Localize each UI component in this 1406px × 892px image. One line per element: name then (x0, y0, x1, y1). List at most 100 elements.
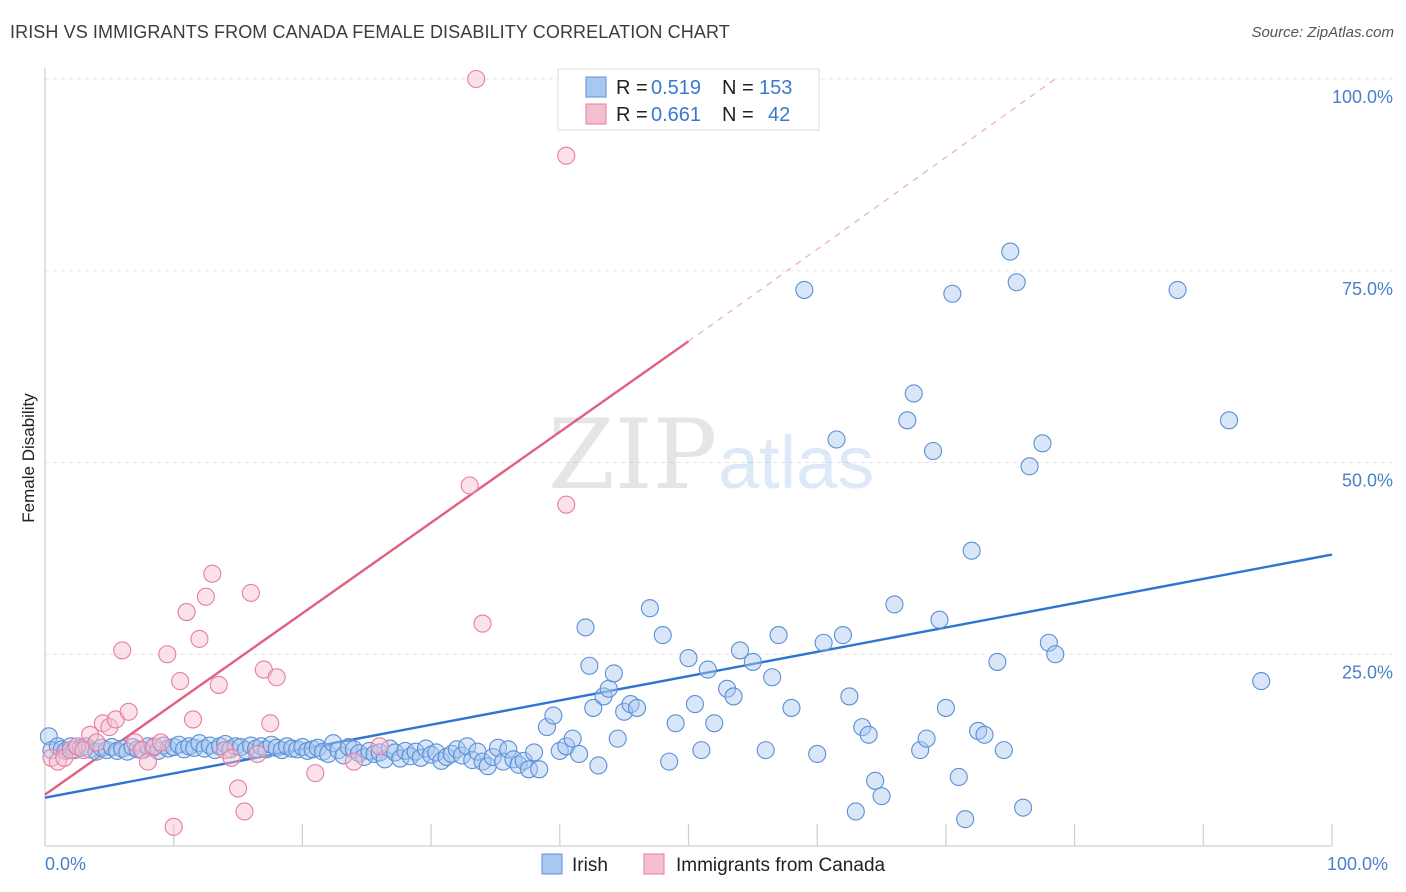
legend-bottom: Irish Immigrants from Canada (541, 853, 886, 876)
irish-data-point (519, 760, 538, 779)
irish-data-point (660, 752, 679, 771)
irish-data-point (589, 756, 608, 775)
irish-data-point (97, 741, 116, 760)
irish-data-point (666, 714, 685, 733)
irish-data-point (705, 714, 724, 733)
x-ticks (173, 824, 1333, 846)
irish-data-point (718, 679, 737, 698)
irish-data-point (458, 737, 477, 756)
canada-data-point (190, 629, 209, 648)
watermark: ZIP atlas (548, 399, 874, 511)
chart-title: IRISH VS IMMIGRANTS FROM CANADA FEMALE D… (10, 22, 730, 42)
irish-trend-line (44, 553, 1333, 799)
irish-data-point (1039, 633, 1058, 652)
canada-data-point (55, 748, 74, 767)
canada-data-point (460, 476, 479, 495)
irish-data-point (525, 743, 544, 762)
legend-top: R = 0.519 N = 153 R = 0.661 N = 42 (557, 68, 820, 131)
canada-data-point (261, 714, 280, 733)
irish-data-point (39, 727, 58, 746)
canada-data-point (557, 495, 576, 514)
irish-data-point (866, 771, 885, 790)
irish-data-point (994, 741, 1013, 760)
irish-data-point (452, 746, 472, 765)
data-points (39, 69, 1271, 836)
irish-data-point (396, 741, 415, 760)
y-tick-label: 75.0% (1342, 279, 1393, 299)
legend-n-value-irish: 153 (759, 77, 792, 99)
legend-n-label-irish: N = (722, 77, 754, 99)
irish-data-point (846, 802, 865, 821)
irish-data-point (1014, 798, 1033, 817)
irish-data-point (898, 411, 917, 430)
bottom-legend-swatch-canada[interactable] (643, 853, 665, 875)
irish-data-point (544, 706, 563, 725)
irish-data-point (530, 760, 549, 779)
chart-source: Source: ZipAtlas.com (1251, 24, 1394, 41)
irish-data-point (537, 718, 556, 737)
irish-data-point (923, 441, 943, 461)
irish-data-point (1168, 280, 1187, 299)
watermark-zip: ZIP (548, 399, 717, 511)
canada-data-point (100, 718, 119, 737)
legend-r-label-canada: R = (616, 104, 648, 126)
bottom-legend-swatch-irish[interactable] (541, 853, 563, 875)
irish-data-point (872, 787, 891, 806)
canada-data-point (344, 752, 363, 771)
y-tick-label: 25.0% (1342, 662, 1393, 682)
bottom-legend-label-irish[interactable]: Irish (572, 855, 608, 876)
legend-n-label-canada: N = (722, 104, 754, 126)
irish-data-point (956, 810, 975, 829)
irish-data-point (608, 729, 627, 748)
irish-data-point (904, 384, 923, 403)
irish-data-point (627, 698, 647, 717)
irish-data-point (226, 737, 245, 756)
canada-data-point (183, 710, 203, 729)
irish-data-point (885, 595, 904, 614)
irish-data-point (769, 626, 788, 645)
y-tick-label: 50.0% (1342, 471, 1393, 491)
irish-data-point (756, 741, 775, 760)
irish-data-point (679, 649, 698, 668)
canada-data-point (267, 668, 286, 687)
irish-data-point (427, 743, 446, 762)
irish-data-point (808, 744, 827, 764)
irish-data-point (936, 698, 955, 717)
legend-swatch-canada (585, 103, 607, 125)
irish-data-point (334, 746, 353, 765)
legend-r-label-irish: R = (616, 77, 648, 99)
canada-trend-line (44, 340, 690, 796)
y-tick-label: 100.0% (1332, 87, 1393, 107)
bottom-legend-label-canada[interactable]: Immigrants from Canada (676, 855, 886, 876)
irish-data-point (930, 610, 949, 629)
irish-data-point (329, 741, 348, 760)
y-axis-label: Female Disability (19, 393, 38, 523)
irish-data-point (692, 741, 711, 760)
irish-data-point (988, 652, 1007, 671)
canada-data-point (306, 764, 325, 783)
irish-data-point (576, 618, 595, 637)
irish-data-point (1007, 273, 1026, 292)
canada-data-point (203, 564, 222, 583)
canada-data-point (126, 733, 145, 752)
canada-data-point (151, 733, 170, 752)
irish-data-point (563, 729, 582, 748)
irish-data-point (604, 664, 623, 683)
canada-data-point (248, 744, 267, 764)
irish-data-point (917, 729, 936, 748)
irish-data-point (584, 698, 603, 717)
watermark-atlas: atlas (718, 421, 874, 504)
irish-data-point (437, 747, 456, 767)
x-tick-label-left: 0.0% (45, 854, 86, 874)
canada-data-point (80, 725, 100, 744)
legend-r-value-canada: 0.661 (651, 104, 701, 126)
irish-data-point (570, 744, 589, 764)
canada-data-point (229, 779, 248, 798)
irish-data-point (911, 741, 930, 760)
canada-data-point (467, 69, 486, 89)
irish-data-point (550, 741, 569, 760)
canada-data-point (235, 802, 254, 821)
irish-data-point (949, 767, 968, 787)
canada-data-point (177, 603, 196, 622)
